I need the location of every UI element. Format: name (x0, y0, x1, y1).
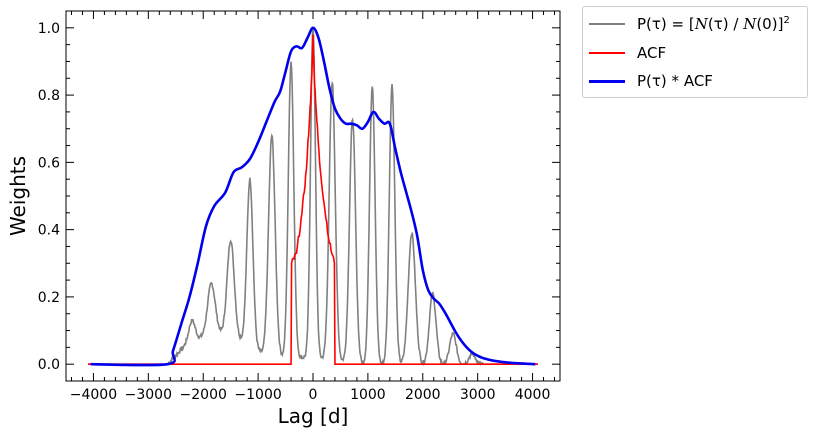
x-tick-label: −4000 (70, 387, 117, 403)
x-tick-label: 3000 (460, 387, 496, 403)
y-tick-label: 0.8 (38, 88, 60, 104)
x-tick-label: −1000 (234, 387, 281, 403)
y-axis-title: Weights (6, 156, 30, 236)
x-tick-label: 4000 (515, 387, 551, 403)
legend-swatch-p-tau-acf (589, 79, 625, 83)
y-tick-label: 0.0 (38, 357, 60, 373)
legend-item-acf: ACF (589, 42, 666, 64)
legend-label-acf: ACF (637, 44, 667, 62)
y-tick-label: 0.4 (38, 223, 60, 239)
legend-item-p-tau: P(τ) = [N(τ) / N(0)]2 (589, 13, 790, 35)
legend-swatch-acf (589, 52, 625, 54)
y-tick-label: 1.0 (38, 21, 60, 37)
y-tick-label: 0.2 (38, 290, 60, 306)
series-line-p-tau (87, 28, 539, 367)
x-tick-label: 2000 (405, 387, 441, 403)
x-tick-label: 1000 (350, 387, 386, 403)
x-axis-ticks: −4000 −3000 −2000 −1000 0 1000 2000 3000 4000 (70, 11, 556, 403)
legend-swatch-p-tau (589, 23, 625, 25)
x-tick-label: 0 (309, 387, 318, 403)
x-axis-title: Lag [d] (278, 404, 349, 428)
legend-label-p-tau: P(τ) = [N(τ) / N(0)]2 (637, 15, 790, 33)
x-tick-label: −3000 (125, 387, 172, 403)
legend-label-p-tau-acf: P(τ) * ACF (637, 72, 713, 90)
series-line-p-tau-acf (90, 26, 536, 367)
plot-lines (87, 26, 539, 367)
axes-frame (65, 10, 561, 382)
x-tick-label: −2000 (180, 387, 227, 403)
y-axis-ticks: 0.0 0.2 0.4 0.6 0.8 1.0 (38, 10, 560, 382)
y-tick-label: 0.6 (38, 155, 60, 171)
legend-item-p-tau-acf: P(τ) * ACF (589, 70, 713, 92)
series-line-acf (87, 34, 539, 365)
chart-legend: P(τ) = [N(τ) / N(0)]2 ACF P(τ) * ACF (582, 6, 808, 98)
